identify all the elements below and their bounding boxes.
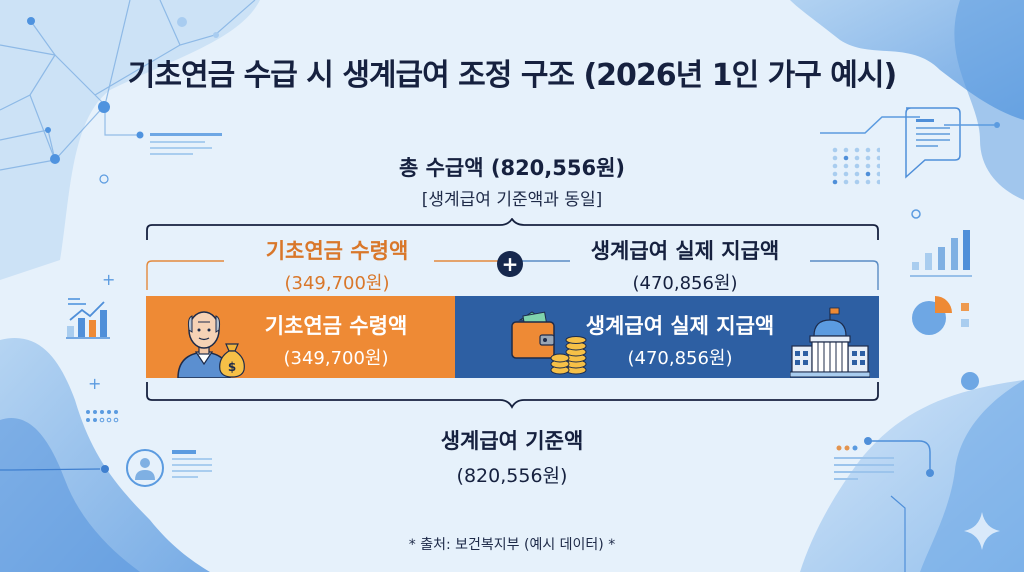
benefit-bar-amount: (470,856원) [627, 348, 733, 369]
svg-text:$: $ [228, 360, 236, 374]
benefit-bar-label: 생계급여 실제 지급액 [585, 314, 775, 338]
chat-bubble-icon [820, 107, 961, 179]
total-amount-note: [생계급여 기준액과 동일] [421, 190, 603, 210]
pension-bracket [146, 260, 499, 290]
sparkle-icon [964, 512, 1000, 550]
pension-heading-label: 기초연금 수령액 [265, 239, 409, 263]
base-amount-value: (820,556원) [456, 465, 568, 487]
pension-bar-label: 기초연금 수령액 [264, 314, 408, 338]
bar-chart-icon [910, 230, 972, 277]
base-amount-label: 생계급여 기준액 [440, 429, 584, 453]
page-title: 기초연금 수급 시 생계급여 조정 구조 (2026년 1인 가구 예시) [127, 58, 897, 93]
pension-heading: 기초연금 수령액 (349,700원) [222, 235, 452, 295]
pension-bar-amount: (349,700원) [283, 348, 389, 369]
benefit-heading-amount: (470,856원) [632, 273, 738, 294]
bottom-brace [146, 382, 879, 409]
total-amount-label: 총 수급액 (820,556원) [398, 156, 626, 180]
source-note: * 출처: 보건복지부 (예시 데이터) * [408, 537, 616, 553]
pension-bar: $ 기초연금 수령액 (349,700원) [146, 296, 455, 378]
pension-heading-amount: (349,700원) [284, 273, 390, 294]
plus-decoration: + [88, 374, 102, 393]
coin-stack-icon [550, 336, 587, 375]
user-profile-icon [126, 449, 164, 487]
money-bag-icon: $ [219, 343, 245, 378]
government-building-icon [790, 307, 870, 378]
elderly-man-icon [177, 311, 231, 378]
benefit-bar-text: 생계급여 실제 지급액 (470,856원) [555, 310, 805, 370]
line-dot-decoration [944, 122, 1000, 128]
wallet-icon [511, 311, 555, 359]
pie-chart-icon [912, 296, 969, 335]
plus-decoration: + [102, 270, 116, 289]
benefit-bracket [522, 260, 879, 290]
base-amount: 생계급여 기준액 (820,556원) [362, 425, 662, 488]
bar-chart-icon [66, 298, 110, 339]
dots-decoration [86, 410, 119, 423]
top-brace [146, 218, 879, 240]
pension-bar-text: 기초연금 수령액 (349,700원) [226, 310, 446, 370]
benefit-heading: 생계급여 실제 지급액 (470,856원) [560, 235, 810, 295]
small-circle-decoration [911, 209, 921, 219]
dot-grid-decoration [832, 147, 880, 185]
benefit-bar: 생계급여 실제 지급액 (470,856원) [455, 296, 879, 378]
benefit-heading-label: 생계급여 실제 지급액 [590, 239, 780, 263]
text-lines-decoration [834, 445, 894, 480]
text-lines-decoration [172, 450, 212, 478]
plus-operator-icon: + [497, 251, 523, 277]
